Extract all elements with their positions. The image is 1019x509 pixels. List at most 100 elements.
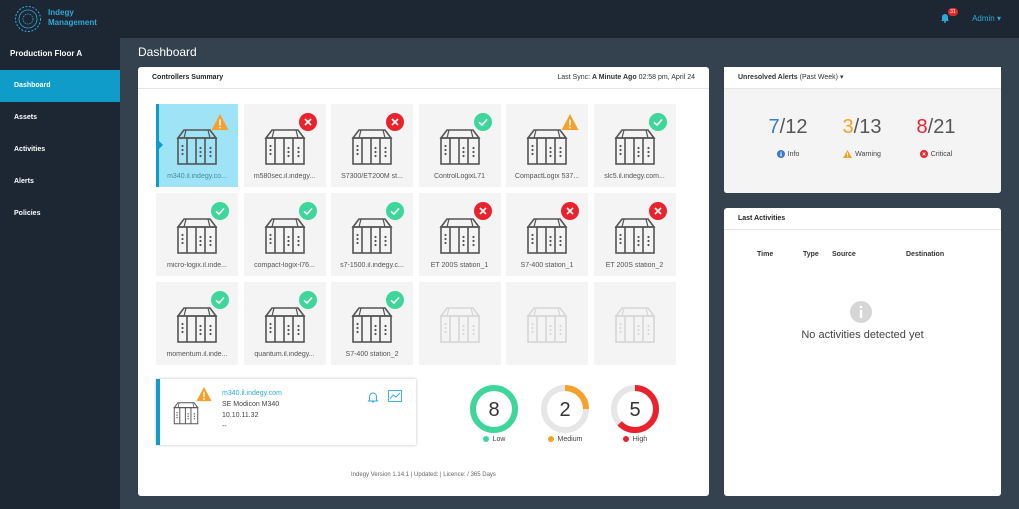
controller-name: quantum.il.indegy...	[254, 351, 315, 358]
error-icon	[561, 202, 579, 220]
controller-tile[interactable]: momentum.il.inde...	[156, 282, 238, 365]
sidebar-item-assets[interactable]: Assets	[14, 114, 37, 121]
column-destination[interactable]: Destination	[906, 251, 945, 258]
detail-extra: --	[222, 423, 227, 430]
logo-icon[interactable]	[14, 5, 42, 33]
legend-dot	[547, 436, 554, 442]
activities-header: Last Activities	[724, 208, 1001, 230]
top-bar: Indegy Management 31 Admin ▾	[0, 0, 1019, 38]
risk-label: Low	[464, 436, 524, 443]
detail-ip: 10.10.11.32	[222, 412, 259, 419]
warning-icon	[196, 386, 212, 402]
chart-icon[interactable]	[388, 390, 402, 402]
controller-tile[interactable]: s7-1500.il.indegy.c...	[331, 193, 413, 276]
alert-count-critical[interactable]: 8/21	[916, 116, 956, 138]
info-icon	[850, 301, 872, 323]
controller-tile[interactable]: S7300/ET200M st...	[331, 104, 413, 187]
user-name: Admin	[972, 13, 995, 23]
controller-tile[interactable]: ET 200S station_2	[593, 193, 676, 276]
risk-donut-low[interactable]: 8	[468, 383, 520, 435]
check-icon	[386, 291, 404, 309]
controller-tile[interactable]: m340.il.indegy.co...	[156, 104, 238, 187]
alert-count-info[interactable]: 7/12	[768, 116, 808, 138]
error-icon	[919, 150, 928, 158]
bell-outline-icon[interactable]	[367, 391, 379, 403]
check-icon	[211, 202, 229, 220]
version-footer: Indegy Version 1.14.1 | Updated: | Licen…	[351, 472, 496, 478]
column-type[interactable]: Type	[803, 251, 819, 258]
selected-controller-detail[interactable]: m340.il.indegy.com SE Modicon M340 10.10…	[156, 379, 416, 445]
controller-tile[interactable]: S7-400 station_1	[506, 193, 588, 276]
donut-arc	[541, 385, 589, 433]
empty-state-text: No activities detected yet	[801, 329, 924, 341]
alert-label: Info	[753, 150, 823, 158]
controller-name: ET 200S station_1	[430, 262, 489, 269]
alert-count-warning[interactable]: 3/13	[842, 116, 882, 138]
plc-icon	[439, 302, 481, 344]
controller-name: ET 200S station_2	[605, 262, 664, 269]
plc-icon	[614, 302, 656, 344]
check-icon	[299, 202, 317, 220]
alerts-header[interactable]: Unresolved Alerts (Past Week) ▾	[724, 67, 1001, 89]
controller-tile[interactable]: S7-400 station_2	[331, 282, 413, 365]
error-icon	[474, 202, 492, 220]
detail-hostname[interactable]: m340.il.indegy.com	[222, 390, 282, 397]
panel-title: Unresolved Alerts	[738, 74, 798, 81]
controller-name: CompactLogix 537...	[514, 173, 580, 180]
chevron-down-icon: ▾	[996, 13, 1001, 23]
controller-name: s7-1500.il.indegy.c...	[340, 262, 404, 269]
last-activities-panel: Last Activities Time Type Source Destina…	[724, 208, 1001, 496]
empty-tile	[506, 282, 588, 365]
plc-icon	[173, 399, 199, 425]
notifications-button[interactable]: 31	[940, 8, 958, 24]
check-icon	[474, 113, 492, 131]
check-icon	[211, 291, 229, 309]
page-title: Dashboard	[138, 45, 197, 59]
alert-label: Critical	[901, 150, 971, 158]
risk-donut-high[interactable]: 5	[609, 383, 661, 435]
controller-tile[interactable]: ControlLogixL71	[418, 104, 501, 187]
bell-icon	[941, 14, 950, 23]
check-icon	[649, 113, 667, 131]
controller-name: slc5.il.indegy.com...	[604, 173, 665, 180]
empty-tile	[593, 282, 676, 365]
column-time[interactable]: Time	[757, 251, 774, 258]
controller-name: ControlLogixL71	[434, 173, 485, 180]
sidebar-item-activities[interactable]: Activities	[14, 146, 46, 153]
alerts-counts: 7/12 Info 3/13 Warning 8/21 Critical	[724, 89, 1001, 193]
risk-label: Medium	[535, 436, 595, 443]
error-icon	[649, 202, 667, 220]
controller-name: S7-400 station_2	[345, 351, 399, 358]
alerts-period: (Past Week)	[799, 74, 838, 81]
user-menu[interactable]: Admin ▾	[972, 14, 1001, 23]
controller-tile[interactable]: slc5.il.indegy.com...	[593, 104, 676, 187]
warning-icon	[843, 150, 853, 158]
info-icon	[776, 150, 785, 158]
controller-tile[interactable]: ET 200S station_1	[418, 193, 501, 276]
selection-bar	[156, 379, 160, 445]
error-icon	[386, 113, 404, 131]
controller-tile[interactable]: m580sec.il.indegy...	[243, 104, 326, 187]
brand-line-1: Indegy	[48, 8, 74, 17]
controller-name: compact-logix-l76...	[254, 262, 315, 269]
error-icon	[299, 113, 317, 131]
sidebar-item-alerts[interactable]: Alerts	[14, 178, 34, 185]
empty-tile	[418, 282, 501, 365]
sidebar-item-dashboard[interactable]: Dashboard	[0, 70, 120, 102]
unresolved-alerts-panel: Unresolved Alerts (Past Week) ▾ 7/12 Info…	[724, 67, 1001, 193]
controller-tile[interactable]: CompactLogix 537...	[506, 104, 588, 187]
controllers-summary-header: Controllers Summary Last Sync: A Minute …	[138, 67, 709, 89]
donut-arc	[470, 385, 518, 433]
controller-tile[interactable]: micro-logix.il.inde...	[156, 193, 238, 276]
controller-tile[interactable]: compact-logix-l76...	[243, 193, 326, 276]
controller-tile[interactable]: quantum.il.indegy...	[243, 282, 326, 365]
sidebar: Production Floor A Dashboard Assets Acti…	[0, 38, 120, 509]
sidebar-item-policies[interactable]: Policies	[14, 210, 41, 217]
panel-title: Controllers Summary	[152, 74, 224, 81]
chevron-down-icon: ▾	[839, 74, 844, 81]
controller-name: m340.il.indegy.co...	[167, 173, 227, 180]
legend-dot	[482, 436, 489, 442]
brand-line-2: Management	[48, 18, 97, 27]
column-source[interactable]: Source	[832, 251, 856, 258]
risk-donut-medium[interactable]: 2	[539, 383, 591, 435]
